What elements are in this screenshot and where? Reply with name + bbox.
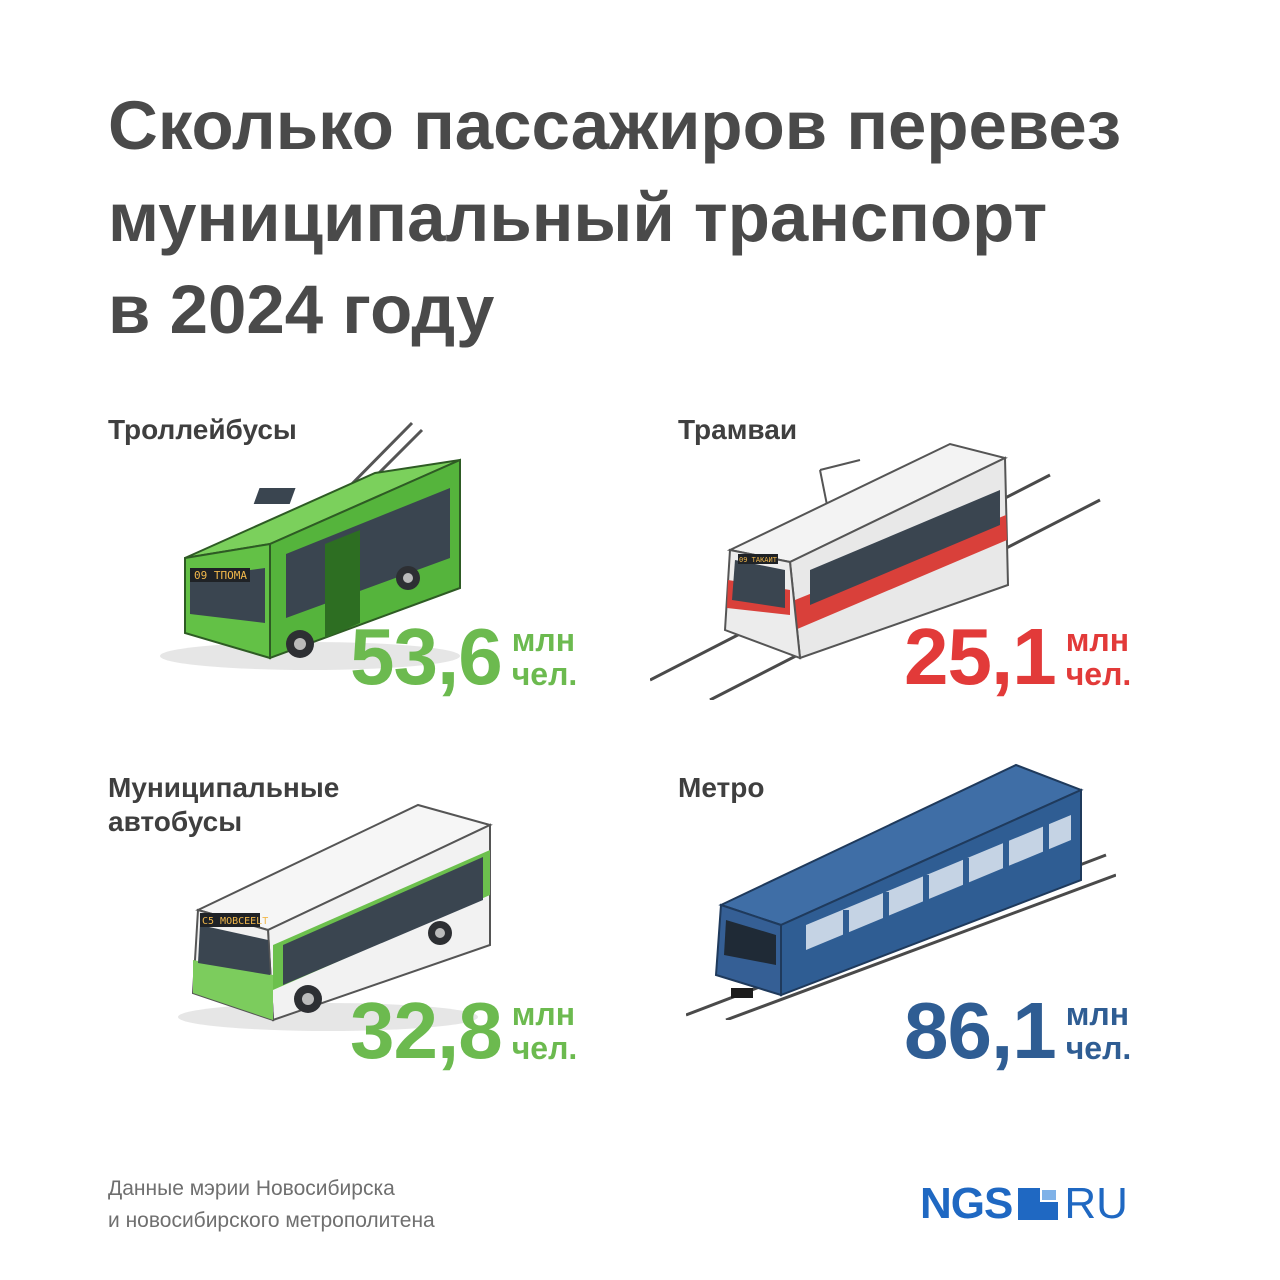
page-title: Сколько пассажиров перевез муниципальный… — [108, 80, 1228, 356]
trolleybus-unit: млн чел. — [511, 622, 578, 692]
bus-stat: 32,8 млн чел. — [350, 991, 577, 1071]
bus-label: Муниципальные автобусы — [108, 772, 340, 837]
trolleybus-icon: 09 ТПОМА — [160, 421, 461, 670]
bus-value: 32,8 — [350, 986, 503, 1075]
metro-train-icon — [686, 763, 1116, 1020]
metro-unit: млн чел. — [1065, 996, 1132, 1066]
logo-right-text: RU — [1064, 1179, 1128, 1228]
metro-stat: 86,1 млн чел. — [904, 991, 1131, 1071]
source-note: Данные мэрии Новосибирска и новосибирско… — [108, 1177, 435, 1232]
tram-label: Трамваи — [678, 414, 798, 445]
bus-icon: C5 МОВСЕЕLT — [178, 803, 493, 1031]
ngs-logo[interactable]: NGS RU — [920, 1182, 1128, 1226]
tram-unit: млн чел. — [1065, 622, 1132, 692]
tram-sign: 09 ТАКАИТ — [739, 556, 778, 564]
tram-value: 25,1 — [904, 612, 1057, 701]
bus-sign: C5 МОВСЕЕLT — [202, 916, 268, 927]
trolleybus-sign: 09 ТПОМА — [194, 569, 247, 582]
tram-stat: 25,1 млн чел. — [904, 617, 1131, 697]
bus-unit: млн чел. — [511, 996, 578, 1066]
tram-icon: 09 ТАКАИТ — [650, 442, 1101, 700]
title-line-3: в 2024 году — [108, 271, 495, 348]
logo-mark-icon — [1018, 1188, 1059, 1220]
metro-value: 86,1 — [904, 986, 1057, 1075]
trolleybus-stat: 53,6 млн чел. — [350, 617, 577, 697]
title-line-2: муниципальный транспорт — [108, 179, 1048, 256]
trolleybus-label: Троллейбусы — [108, 414, 297, 445]
trolleybus-value: 53,6 — [350, 612, 503, 701]
metro-label: Метро — [678, 772, 765, 803]
title-line-1: Сколько пассажиров перевез — [108, 87, 1122, 164]
logo-left-text: NGS — [920, 1179, 1013, 1228]
